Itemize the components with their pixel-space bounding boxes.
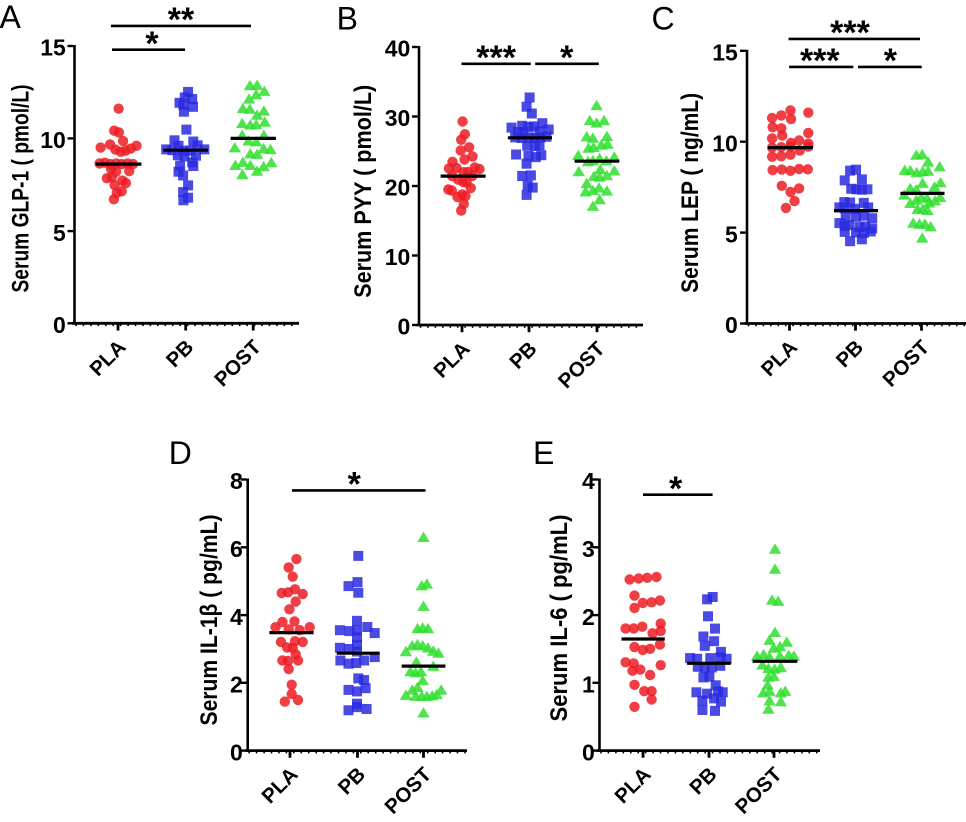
- svg-text:***: ***: [800, 42, 840, 80]
- svg-text:5: 5: [53, 220, 66, 246]
- svg-text:15: 15: [40, 35, 66, 61]
- svg-text:D: D: [169, 435, 192, 471]
- svg-text:E: E: [533, 435, 554, 471]
- svg-text:8: 8: [230, 468, 243, 494]
- svg-text:1: 1: [582, 672, 595, 698]
- svg-text:**: **: [168, 1, 195, 39]
- svg-text:0: 0: [230, 739, 243, 765]
- svg-text:***: ***: [830, 14, 870, 52]
- svg-text:10: 10: [40, 127, 66, 153]
- svg-text:*: *: [669, 470, 683, 508]
- svg-text:4: 4: [230, 604, 243, 630]
- svg-text:10: 10: [385, 244, 411, 270]
- svg-text:***: ***: [476, 39, 516, 77]
- svg-text:*: *: [560, 39, 574, 77]
- svg-text:Serum GLP-1 ( pmol/L): Serum GLP-1 ( pmol/L): [7, 84, 34, 292]
- svg-text:2: 2: [230, 672, 243, 698]
- svg-text:0: 0: [725, 312, 738, 338]
- svg-text:4: 4: [582, 468, 595, 494]
- svg-text:Serum PYY ( pmol/L): Serum PYY ( pmol/L): [350, 85, 377, 298]
- svg-text:0: 0: [582, 739, 595, 765]
- svg-text:10: 10: [712, 130, 738, 156]
- svg-text:20: 20: [385, 175, 411, 201]
- svg-text:Serum LEP ( ng/mL): Serum LEP ( ng/mL): [677, 93, 704, 293]
- svg-text:C: C: [652, 1, 675, 37]
- svg-text:30: 30: [385, 105, 411, 131]
- svg-text:40: 40: [385, 36, 411, 62]
- svg-text:0: 0: [53, 312, 66, 338]
- svg-text:0: 0: [398, 314, 411, 340]
- svg-text:*: *: [884, 42, 898, 80]
- svg-text:*: *: [348, 466, 362, 504]
- svg-text:3: 3: [582, 536, 595, 562]
- svg-text:5: 5: [725, 221, 738, 247]
- svg-text:Serum IL-6 ( pg/mL): Serum IL-6 ( pg/mL): [546, 515, 573, 722]
- svg-text:*: *: [145, 25, 159, 63]
- svg-text:B: B: [337, 1, 358, 37]
- svg-text:A: A: [0, 0, 22, 35]
- svg-text:2: 2: [582, 604, 595, 630]
- svg-text:15: 15: [712, 40, 738, 66]
- svg-text:Serum IL-1β ( pg/mL): Serum IL-1β ( pg/mL): [196, 515, 223, 726]
- svg-text:6: 6: [230, 536, 243, 562]
